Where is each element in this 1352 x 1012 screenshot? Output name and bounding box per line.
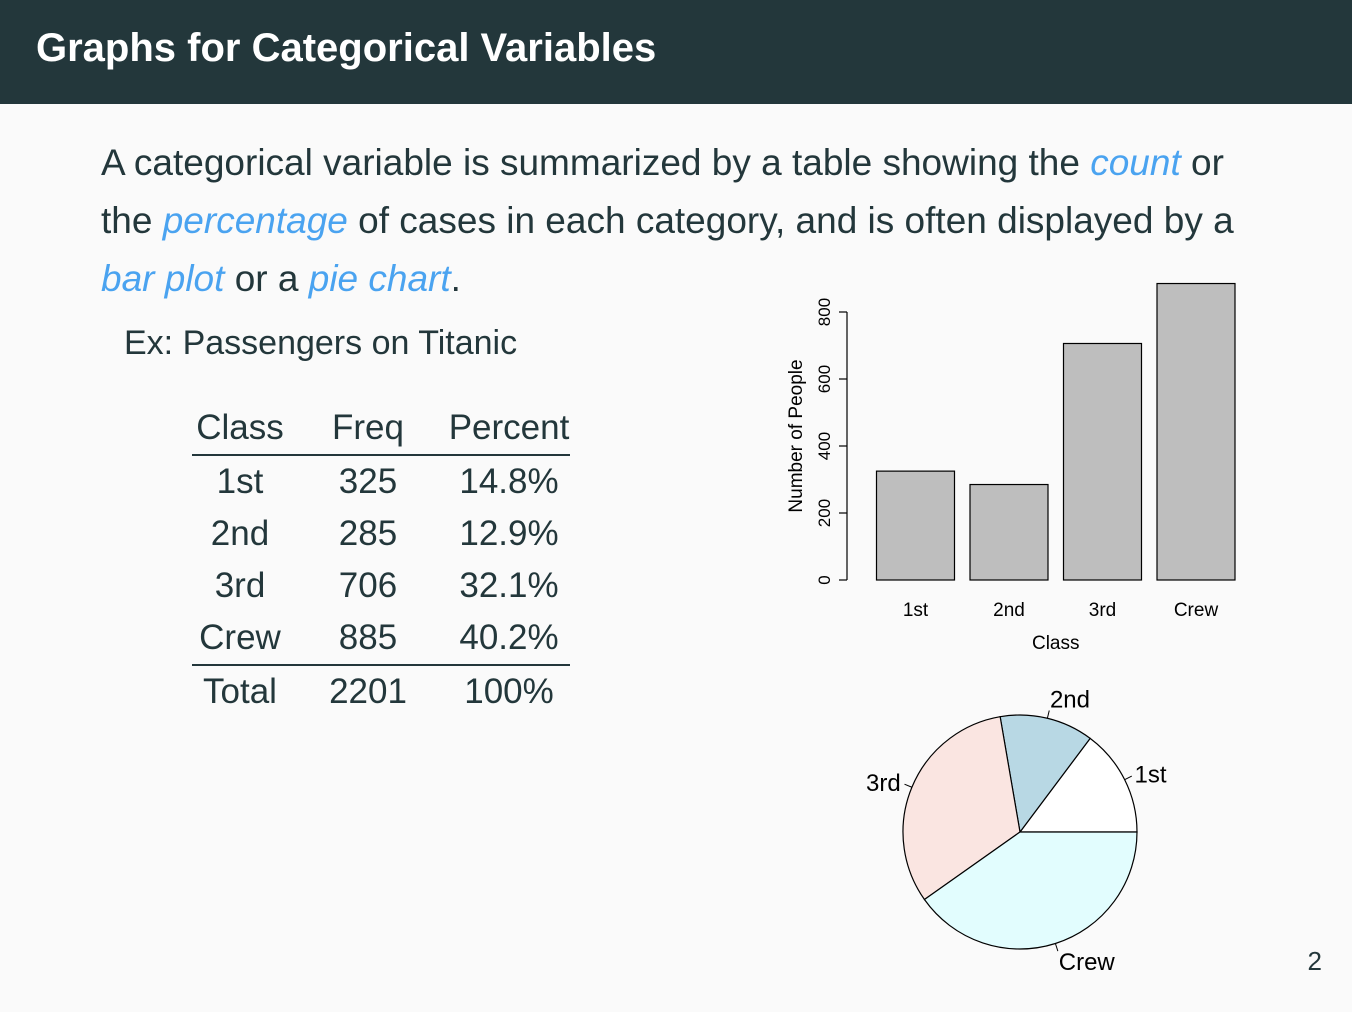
y-tick-label: 400: [815, 432, 834, 460]
frequency-table: Class Freq Percent 1st 325 14.8% 2nd 285…: [192, 402, 570, 718]
intro-text: A categorical variable is summarized by …: [101, 142, 1091, 183]
table-cell: 1st: [216, 462, 264, 501]
bar-crew: [1156, 282, 1236, 581]
table-row: 3rd 706 32.1%: [192, 560, 570, 612]
pie-leader: [1046, 710, 1050, 719]
column-header: Percent: [448, 402, 570, 456]
bar-2nd: [969, 483, 1049, 581]
table-cell: 2201: [288, 664, 448, 718]
table-cell: 706: [338, 566, 398, 605]
pie-label: Crew: [1059, 949, 1116, 976]
bar-1st: [875, 470, 956, 581]
y-axis-label: Number of People: [786, 359, 807, 512]
bar-chart: 0 200 400 600 800 Number of People 1st 2nd 3rd Cr…: [786, 282, 1236, 654]
intro-paragraph: A categorical variable is summarized by …: [101, 134, 1281, 308]
table-cell: 285: [338, 514, 398, 553]
table-cell: 100%: [448, 664, 570, 718]
pie-label: 2nd: [1050, 690, 1090, 714]
intro-text: .: [450, 258, 461, 299]
column-header: Freq: [288, 402, 448, 456]
x-tick-label: Crew: [1174, 600, 1219, 621]
pie-leader: [904, 783, 913, 788]
intro-text: of cases in each category, and is often …: [347, 200, 1234, 241]
pie-chart: 1st 2nd 3rd Crew: [866, 690, 1167, 976]
table-cell: 885: [338, 618, 398, 657]
pie-leader: [1054, 943, 1059, 952]
table-row: 2nd 285 12.9%: [192, 508, 570, 560]
intro-text: or a: [224, 258, 309, 299]
table-row: Crew 885 40.2%: [192, 612, 570, 665]
table-row: 1st 325 14.8%: [192, 455, 570, 508]
pie-slice-2nd: [999, 714, 1091, 834]
x-tick-label: 3rd: [1089, 600, 1116, 621]
table-cell: 12.9%: [459, 514, 559, 553]
y-tick-label: 600: [815, 365, 834, 393]
y-tick-label: 200: [815, 499, 834, 527]
term-pie-chart: pie chart: [308, 258, 451, 299]
bar-3rd: [1062, 342, 1143, 581]
table-cell: 32.1%: [459, 566, 559, 605]
term-bar-plot: bar plot: [101, 258, 225, 299]
table-cell: 40.2%: [459, 618, 559, 657]
table-cell: Crew: [199, 618, 281, 657]
term-count: count: [1090, 142, 1181, 183]
table-cell: 14.8%: [459, 462, 559, 501]
example-caption: Ex: Passengers on Titanic: [124, 324, 518, 362]
y-tick-label: 800: [815, 298, 834, 326]
pie-slice-3rd: [902, 716, 1021, 901]
table-cell: Total: [192, 664, 288, 718]
table-total-row: Total 2201 100%: [192, 664, 570, 718]
table-header-row: Class Freq Percent: [192, 402, 570, 456]
pie-leader: [1124, 775, 1133, 781]
pie-slice-crew: [923, 831, 1138, 950]
x-tick-label: 2nd: [993, 600, 1025, 621]
x-tick-label: 1st: [903, 600, 929, 621]
table-cell: 3rd: [214, 566, 266, 605]
pie-label: 1st: [1134, 762, 1166, 789]
table-cell: 325: [338, 462, 398, 501]
intro-text: or the: [101, 142, 1224, 241]
slide-header: Graphs for Categorical Variables: [0, 0, 1352, 104]
table-cell: 2nd: [210, 514, 270, 553]
slide-title: Graphs for Categorical Variables: [36, 26, 657, 70]
column-header: Class: [192, 402, 288, 456]
x-axis-label: Class: [1032, 633, 1080, 654]
y-tick-label: 0: [815, 575, 834, 584]
page-number: 2: [1307, 946, 1322, 976]
pie-label: 3rd: [866, 770, 901, 797]
term-percentage: percentage: [162, 200, 348, 241]
pie-slice-1st: [1018, 737, 1138, 833]
